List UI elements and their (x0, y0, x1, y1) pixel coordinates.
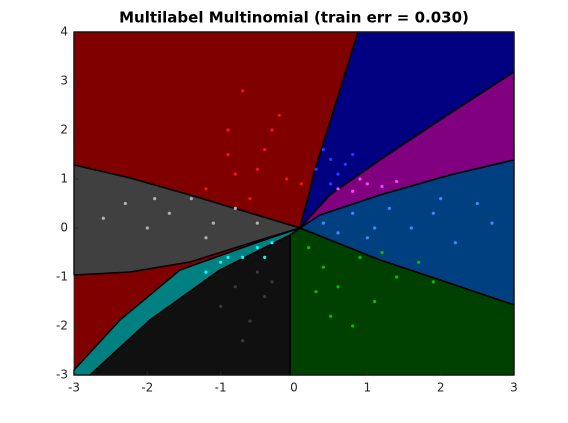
point (351, 211, 355, 215)
point (233, 172, 237, 176)
x-tick-label: 0 (290, 381, 298, 395)
point (321, 221, 325, 225)
y-tick-label: -1 (56, 270, 68, 284)
point (329, 157, 333, 161)
y-tick-label: -2 (56, 319, 68, 333)
point (299, 182, 303, 186)
point (329, 314, 333, 318)
point (226, 255, 230, 259)
y-tick-label: 3 (60, 74, 68, 88)
point (211, 221, 215, 225)
y-tick-label: -3 (56, 368, 68, 382)
point (167, 211, 171, 215)
point (233, 206, 237, 210)
point (241, 255, 245, 259)
point (475, 201, 479, 206)
point (409, 226, 413, 230)
point (329, 182, 333, 186)
point (490, 221, 494, 225)
x-tick-label: -3 (68, 381, 80, 395)
point (387, 206, 391, 210)
point (248, 319, 252, 323)
point (123, 201, 127, 206)
y-tick-label: 0 (60, 221, 68, 235)
point (365, 236, 369, 240)
point (255, 246, 259, 250)
point (204, 270, 208, 274)
point (101, 216, 105, 220)
point (263, 295, 267, 299)
point (358, 255, 362, 259)
point (204, 236, 208, 240)
point (263, 148, 267, 152)
point (270, 280, 274, 284)
point (358, 177, 362, 181)
point (336, 172, 340, 176)
point (343, 162, 347, 166)
point (314, 167, 318, 171)
point (255, 221, 259, 225)
y-tick-label: 1 (60, 172, 68, 186)
point (351, 324, 355, 328)
point (431, 211, 435, 215)
point (233, 285, 237, 289)
x-tick-label: -2 (141, 381, 153, 395)
point (380, 184, 384, 188)
point (351, 152, 355, 157)
point (277, 113, 281, 117)
point (255, 270, 259, 274)
point (255, 167, 259, 171)
point (453, 241, 457, 245)
point (263, 255, 267, 259)
point (241, 89, 245, 93)
point (321, 265, 325, 269)
point (226, 128, 230, 132)
decision-regions (73, 31, 515, 376)
point (336, 231, 340, 235)
point (145, 226, 149, 230)
y-tick-label: 2 (60, 123, 68, 137)
x-tick-label: 2 (437, 381, 445, 395)
point (204, 187, 208, 191)
point (248, 197, 252, 201)
point (395, 179, 399, 184)
point (285, 177, 289, 181)
point (314, 290, 318, 294)
x-tick-label: 3 (510, 381, 518, 395)
y-tick-label: 4 (60, 25, 68, 39)
point (226, 152, 230, 157)
point (241, 339, 245, 343)
point (321, 148, 325, 152)
point (189, 197, 193, 201)
point (336, 285, 340, 289)
point (439, 197, 443, 201)
point (270, 241, 274, 245)
point (351, 189, 355, 193)
point (417, 260, 421, 264)
point (365, 182, 369, 186)
point (431, 280, 435, 284)
point (380, 250, 384, 255)
point (373, 226, 377, 230)
point (219, 260, 223, 264)
region (73, 164, 301, 276)
point (395, 275, 399, 279)
point (270, 128, 274, 132)
point (219, 304, 223, 308)
point (336, 187, 340, 191)
chart-title: Multilabel Multinomial (train err = 0.03… (119, 9, 469, 27)
point (307, 246, 311, 250)
x-tick-label: 1 (364, 381, 372, 395)
x-tick-label: -1 (215, 381, 227, 395)
point (153, 197, 157, 201)
point (373, 299, 377, 304)
